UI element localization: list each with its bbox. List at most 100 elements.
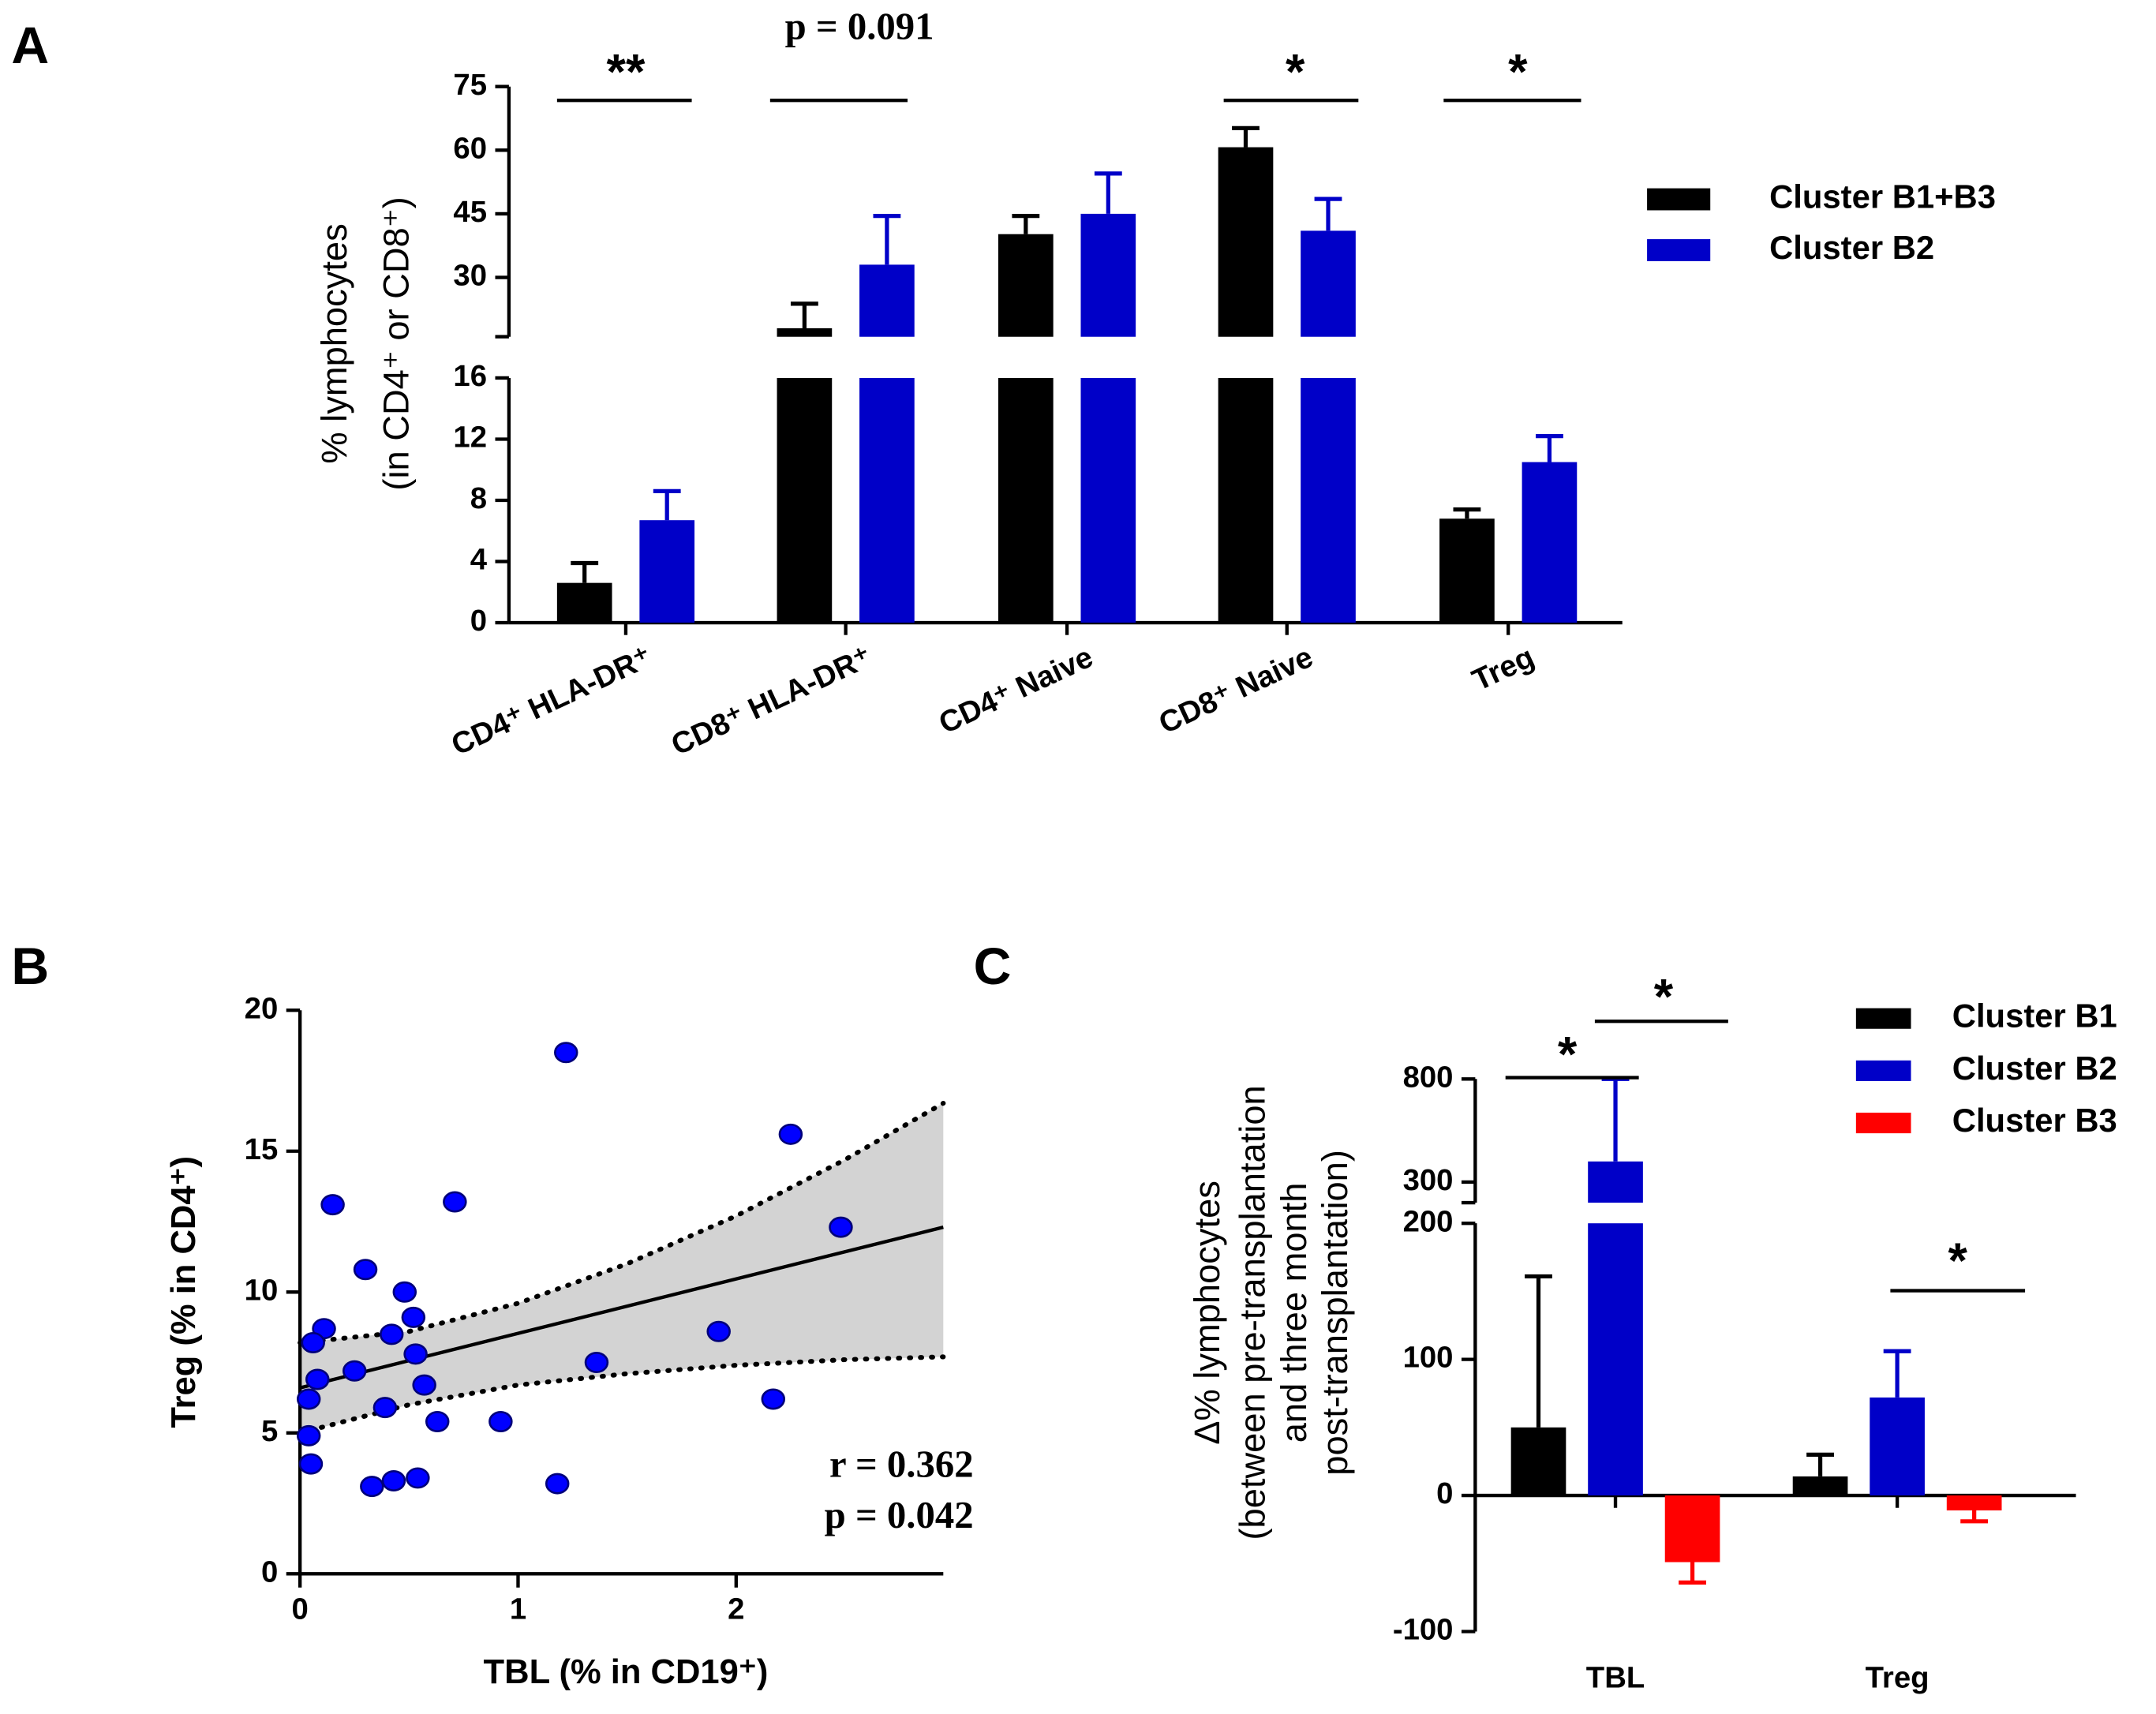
x-tick-label: 0 [291, 1592, 308, 1626]
y-tick-label: 0 [470, 604, 487, 638]
point [296, 1424, 321, 1446]
legend-swatch [1855, 1060, 1911, 1081]
legend-label: Cluster B1 [1952, 997, 2117, 1035]
x-tick-label: CD8⁺ HLA-DR⁺ [666, 640, 877, 762]
panel-label: C [974, 937, 1012, 996]
bar [1664, 1495, 1720, 1562]
y-tick-label: -100 [1393, 1613, 1454, 1647]
significance-label: * [1558, 1027, 1578, 1083]
legend-label: Cluster B2 [1952, 1050, 2117, 1087]
y-tick-label: 16 [453, 359, 487, 393]
y-tick-label: 15 [245, 1132, 279, 1166]
x-tick-label: TBL [1586, 1661, 1645, 1695]
bar-upper-part [1218, 147, 1274, 337]
error-bar [1601, 1076, 1630, 1162]
legend-label: Cluster B3 [1952, 1102, 2117, 1139]
bar-upper-part [1080, 213, 1136, 337]
point [372, 1397, 398, 1419]
y-tick-label: 100 [1403, 1341, 1454, 1375]
y-tick-label: 45 [453, 195, 487, 229]
y-axis-label: (in CD4⁺ or CD8⁺) [376, 196, 417, 490]
bar-upper-part [859, 264, 915, 337]
point [829, 1216, 853, 1238]
error-bar [1883, 1349, 1911, 1398]
y-tick-label: 800 [1403, 1060, 1454, 1094]
x-tick-label: Treg [1866, 1661, 1930, 1695]
significance-label: p = 0.091 [785, 6, 934, 48]
bar [998, 377, 1054, 623]
y-tick-label: 12 [453, 421, 487, 455]
bar [1301, 377, 1356, 623]
error-bar [571, 560, 599, 583]
y-tick-label: 5 [261, 1414, 278, 1448]
y-axis-label: (between pre-transplantation [1233, 1085, 1273, 1540]
y-tick-label: 8 [470, 481, 487, 515]
statistic: r = 0.362 [829, 1443, 974, 1485]
legend-swatch [1855, 1008, 1911, 1029]
error-bar [1012, 213, 1040, 234]
legend-swatch [1647, 188, 1711, 211]
error-bar [1536, 434, 1563, 462]
point [443, 1191, 467, 1213]
bar [556, 582, 612, 623]
point [403, 1343, 428, 1365]
point [545, 1473, 570, 1495]
x-tick-label: CD8⁺ Naive [1154, 640, 1318, 741]
legend-label: Cluster B2 [1769, 229, 1934, 266]
bar [1792, 1476, 1848, 1496]
y-tick-label: 4 [470, 543, 488, 577]
significance-label: * [1654, 970, 1674, 1025]
error-bar [653, 488, 681, 521]
x-tick-label: CD4⁺ HLA-DR⁺ [446, 640, 657, 762]
point [425, 1411, 450, 1433]
bar [639, 520, 695, 623]
error-bar [790, 301, 818, 328]
point [320, 1194, 345, 1216]
bar [777, 377, 833, 623]
point [342, 1360, 367, 1382]
y-axis-label: post-transplantation) [1315, 1150, 1355, 1476]
point [584, 1352, 609, 1374]
error-bar [1960, 1510, 1989, 1524]
legend-label: Cluster B1+B3 [1769, 178, 1996, 215]
error-bar [1314, 196, 1342, 231]
point [353, 1259, 378, 1281]
y-tick-label: 0 [261, 1555, 278, 1589]
panel-label: B [11, 937, 49, 996]
y-axis-label: Treg (% in CD4⁺) [165, 1156, 203, 1428]
y-tick-label: 60 [453, 131, 487, 165]
band-lower [298, 1354, 946, 1435]
point [406, 1467, 430, 1489]
point [301, 1332, 325, 1354]
band-upper [298, 1100, 946, 1345]
bar-upper-part [1588, 1161, 1643, 1203]
y-tick-label: 75 [453, 68, 487, 102]
error-bar [873, 213, 901, 265]
point [778, 1123, 803, 1145]
bar [1080, 377, 1136, 623]
x-tick-label: 2 [728, 1592, 744, 1626]
legend-swatch [1647, 239, 1711, 261]
error-bar [1453, 507, 1481, 519]
panel-label: A [11, 17, 49, 75]
point [412, 1374, 436, 1396]
point [305, 1368, 330, 1390]
point [401, 1306, 426, 1328]
point [392, 1281, 417, 1303]
y-axis-label: and three month [1274, 1183, 1314, 1443]
error-bar [1806, 1452, 1834, 1476]
point [360, 1476, 384, 1498]
x-axis-label: TBL (% in CD19⁺) [484, 1653, 769, 1691]
bar [1522, 462, 1578, 623]
point [761, 1388, 786, 1410]
bar-upper-part [777, 327, 833, 337]
bar [859, 377, 915, 623]
point [296, 1388, 321, 1410]
y-tick-label: 300 [1403, 1163, 1454, 1197]
y-axis-label: Δ% lymphocytes [1187, 1181, 1227, 1445]
y-tick-label: 30 [453, 259, 487, 293]
bar-upper-part [998, 234, 1054, 337]
bar [1510, 1427, 1566, 1496]
significance-label: ** [607, 44, 646, 99]
point [488, 1411, 513, 1433]
